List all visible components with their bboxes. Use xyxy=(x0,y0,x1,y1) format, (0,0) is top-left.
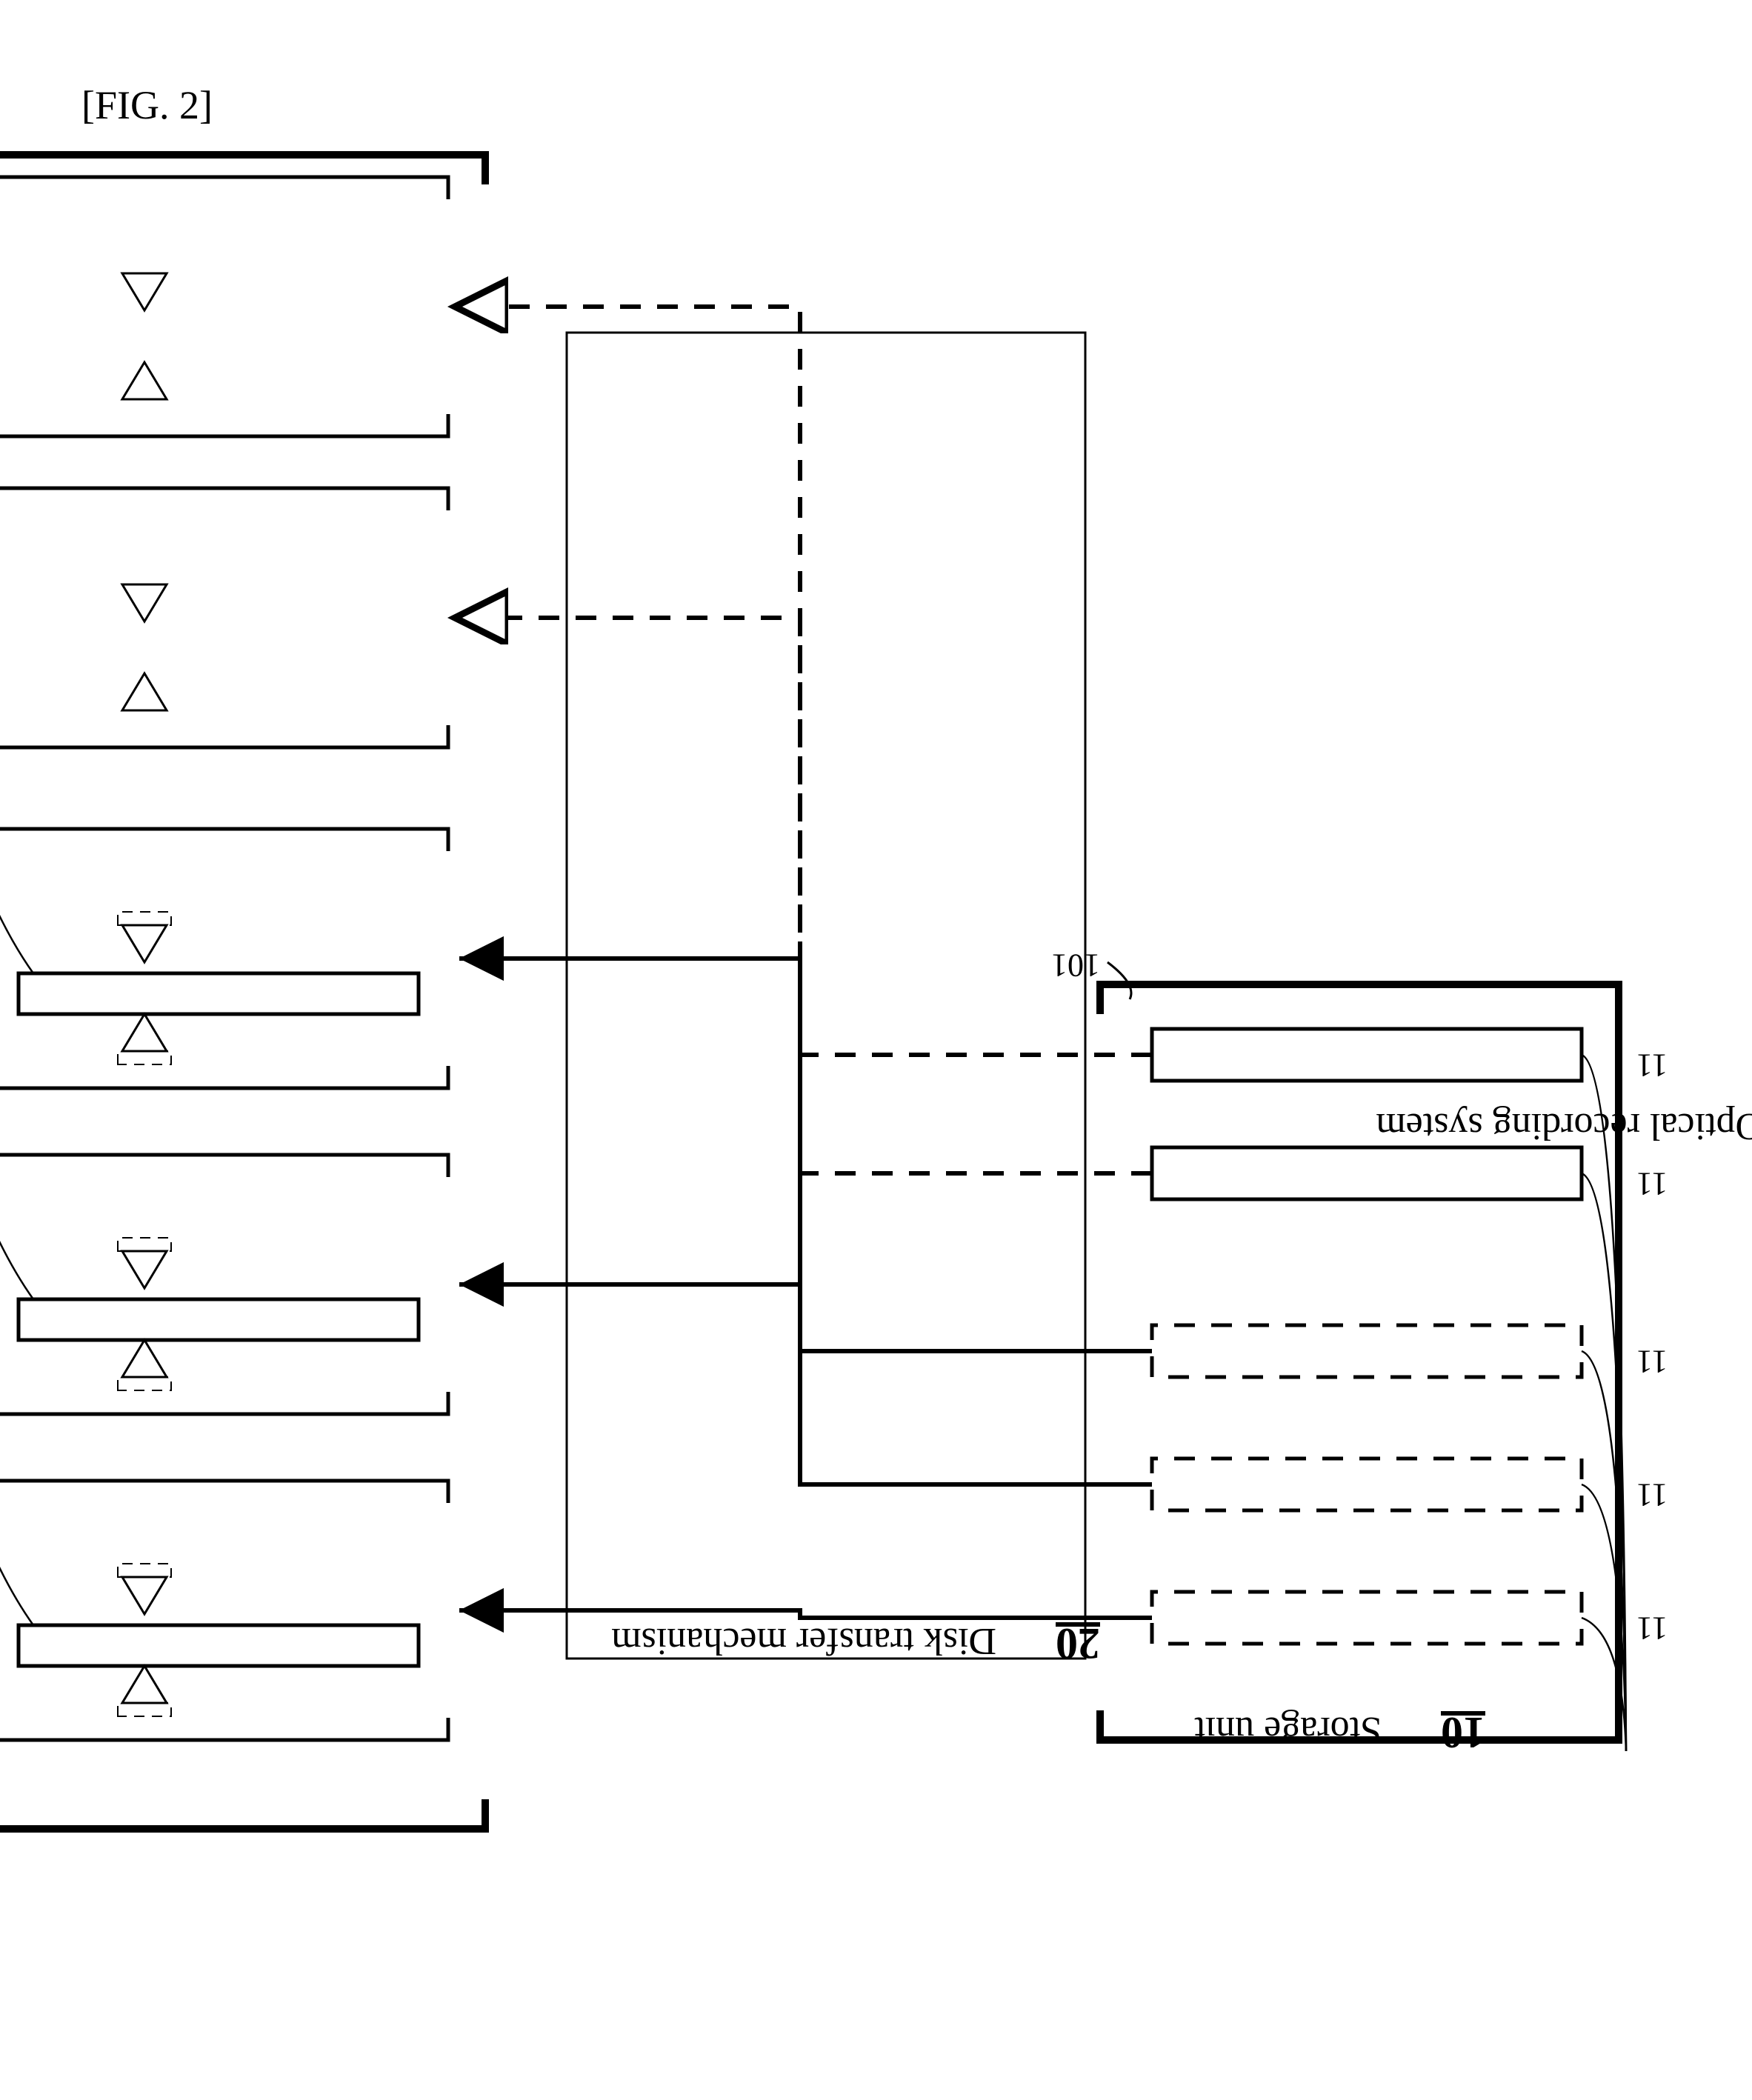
storage-disk-ref: 11 xyxy=(1636,1047,1668,1084)
head-mount xyxy=(118,1564,171,1577)
storage-unit-box xyxy=(1100,984,1619,1740)
transfer-name: Disk transfer mechanism xyxy=(611,1620,996,1662)
drive-bay xyxy=(0,829,448,1088)
transfer-arrow xyxy=(459,307,1152,1055)
read-head-icon xyxy=(122,673,167,710)
storage-ref: 10 xyxy=(1441,1708,1485,1757)
storage-disk xyxy=(1152,1592,1582,1644)
storage-name: Storage unit xyxy=(1194,1709,1382,1751)
drive-bay xyxy=(0,1481,448,1740)
transfer-arrow xyxy=(459,1610,1152,1618)
storage-disk xyxy=(1152,1325,1582,1377)
head-mount xyxy=(118,1238,171,1251)
system-name: Optical recording system xyxy=(1376,1105,1752,1147)
head-mount xyxy=(118,1703,171,1716)
read-head-icon xyxy=(122,584,167,621)
storage-disk xyxy=(1152,1029,1582,1081)
read-head-icon xyxy=(122,1014,167,1051)
storage-slot-ref: 101 xyxy=(1051,947,1100,984)
drive-bay xyxy=(0,1155,448,1414)
transfer-ref: 20 xyxy=(1056,1619,1100,1668)
read-head-icon xyxy=(122,1577,167,1614)
read-head-icon xyxy=(122,273,167,310)
transfer-arrow xyxy=(459,1284,1152,1484)
drive-disk xyxy=(19,973,419,1014)
transfer-arrow xyxy=(459,618,1152,1173)
read-head-icon xyxy=(122,362,167,399)
storage-disk-ref: 11 xyxy=(1636,1477,1668,1513)
read-head-icon xyxy=(122,1666,167,1703)
read-head-icon xyxy=(122,1251,167,1288)
figure-label: [FIG. 2] xyxy=(81,83,213,127)
drive-bay xyxy=(0,177,448,436)
drive-disk xyxy=(19,1625,419,1666)
transfer-box xyxy=(567,333,1085,1659)
head-mount xyxy=(118,912,171,925)
storage-disk-ref: 11 xyxy=(1636,1166,1668,1202)
storage-disk-ref: 11 xyxy=(1636,1610,1668,1647)
drive-disk xyxy=(19,1299,419,1340)
transfer-arrow xyxy=(459,959,1152,1351)
drive-bay xyxy=(0,488,448,747)
read-head-icon xyxy=(122,1340,167,1377)
head-mount xyxy=(118,1377,171,1390)
head-mount xyxy=(118,1051,171,1064)
storage-disk xyxy=(1152,1147,1582,1199)
drive-unit-box xyxy=(0,155,485,1829)
read-head-icon xyxy=(122,925,167,962)
storage-disk-ref: 11 xyxy=(1636,1344,1668,1380)
storage-disk xyxy=(1152,1459,1582,1510)
